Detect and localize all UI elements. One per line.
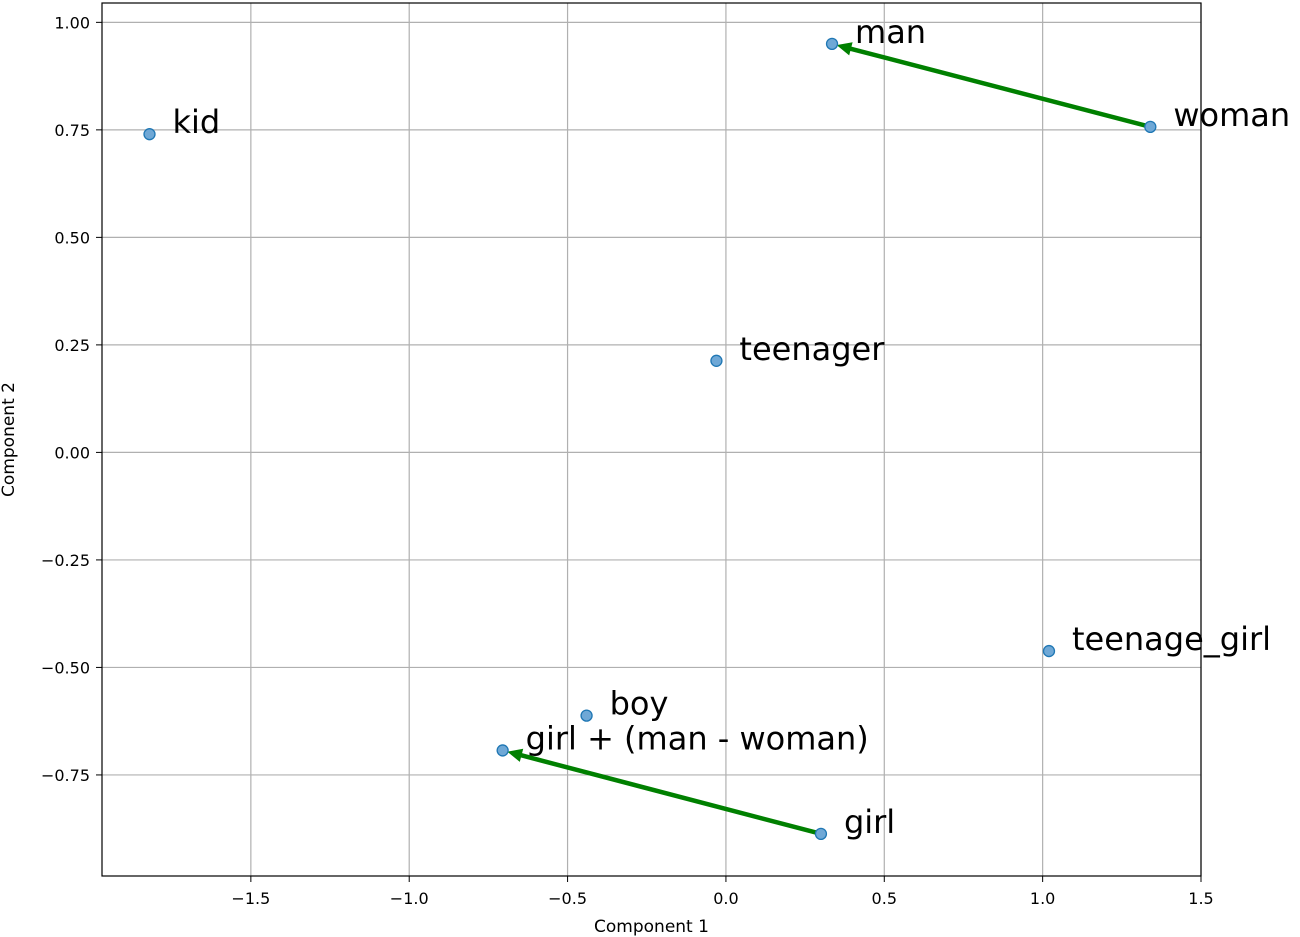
y-axis-label: Component 2 [0,382,19,497]
point-label: teenager [739,330,885,368]
point-label: man [855,13,926,51]
y-tick-label: 0.50 [54,228,90,247]
arrows [507,42,1151,837]
x-tick-label: −0.5 [548,889,587,908]
y-tick-label: 0.00 [54,443,90,462]
x-tick-label: 0.5 [872,889,897,908]
x-axis-label: Component 1 [594,917,709,937]
y-tick-label: −0.75 [41,766,90,785]
grid [102,3,1202,876]
point-label: girl [844,803,895,841]
data-point [1144,120,1157,134]
y-tick-label: 0.25 [54,336,90,355]
plot-frame [101,2,1202,877]
y-tick-label: −0.50 [41,658,90,677]
arrow-shaft [518,752,822,837]
data-point [814,827,828,841]
x-tick-label: 0.0 [713,889,738,908]
data-point [496,744,509,757]
x-tick-label: 1.5 [1188,889,1213,908]
arrow-head [836,42,853,56]
point-label: girl + (man - woman) [526,719,869,757]
data-point [143,128,156,141]
arrow [836,42,1151,130]
x-tick-label: 1.0 [1030,889,1055,908]
y-tick-label: 0.75 [54,121,90,140]
x-tick-label: −1.5 [231,889,270,908]
ticks: −1.5 −1.0 −0.5 0.0 0.5 1.0 1.5 1.00 0.75 0.50 0.25… [41,13,1214,908]
arrow-head [507,748,524,762]
data-point [825,37,839,51]
data-point [1042,644,1056,658]
point-label: teenage_girl [1072,620,1271,658]
data-point [580,709,593,722]
arrow-shaft [847,45,1151,130]
y-tick-label: 1.00 [54,13,90,32]
y-tick-label: −0.25 [41,551,90,570]
point-label: boy [610,685,669,723]
point-label: kid [173,103,221,141]
x-tick-label: −1.0 [390,889,429,908]
point-label: woman [1173,96,1290,134]
arrow [507,748,822,837]
data-point [710,354,723,367]
points [143,37,1157,841]
